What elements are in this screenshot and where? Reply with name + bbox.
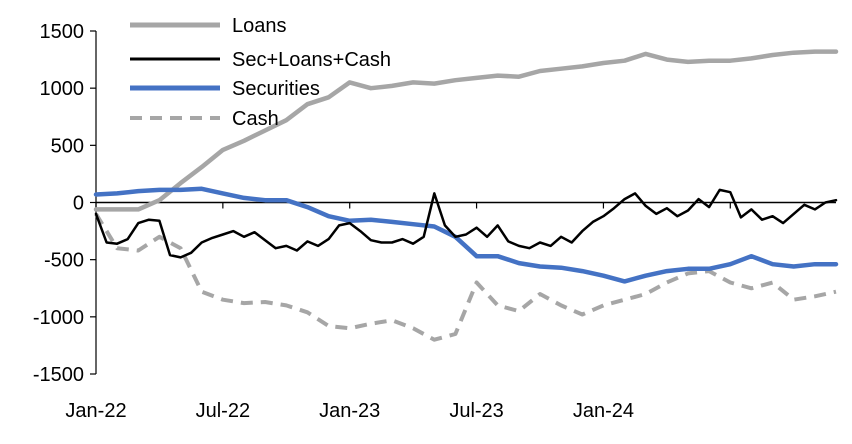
y-tick-label: 500 [51, 135, 84, 157]
legend-label-sec-loans-cash: Sec+Loans+Cash [232, 49, 391, 71]
plot-area: 1500 1000 500 0 -500 -1000 -1500 Jan-22 Jul-22 Ja… [33, 21, 839, 422]
legend-label-securities: Securities [232, 78, 320, 100]
series-line-sec-loans-cash [94, 188, 838, 259]
y-tick-label: 1000 [40, 78, 85, 100]
x-tick-label: Jul-22 [196, 400, 250, 422]
legend-item-securities: Securities [130, 78, 320, 100]
x-tick-label: Jan-23 [319, 400, 380, 422]
y-tick-label: 0 [73, 193, 84, 215]
legend-item-cash: Cash [130, 108, 279, 130]
series-line-securities [93, 186, 839, 284]
x-tick-label: Jan-22 [65, 400, 126, 422]
legend-label-loans: Loans [232, 15, 287, 37]
y-tick-label: -500 [44, 250, 84, 272]
x-tick-label: Jan-24 [573, 400, 634, 422]
legend-label-cash: Cash [232, 108, 279, 130]
legend-item-loans: Loans [130, 15, 287, 37]
series-line-loans [93, 49, 839, 212]
legend: Loans Sec+Loans+Cash Securities Cash [130, 15, 391, 130]
x-tick-label: Jul-23 [449, 400, 503, 422]
y-tick-label: -1000 [33, 307, 84, 329]
series-line-cash [94, 212, 837, 342]
legend-item-sec-loans-cash: Sec+Loans+Cash [130, 49, 391, 71]
y-tick-label: -1500 [33, 364, 84, 386]
y-tick-label: 1500 [40, 21, 85, 43]
